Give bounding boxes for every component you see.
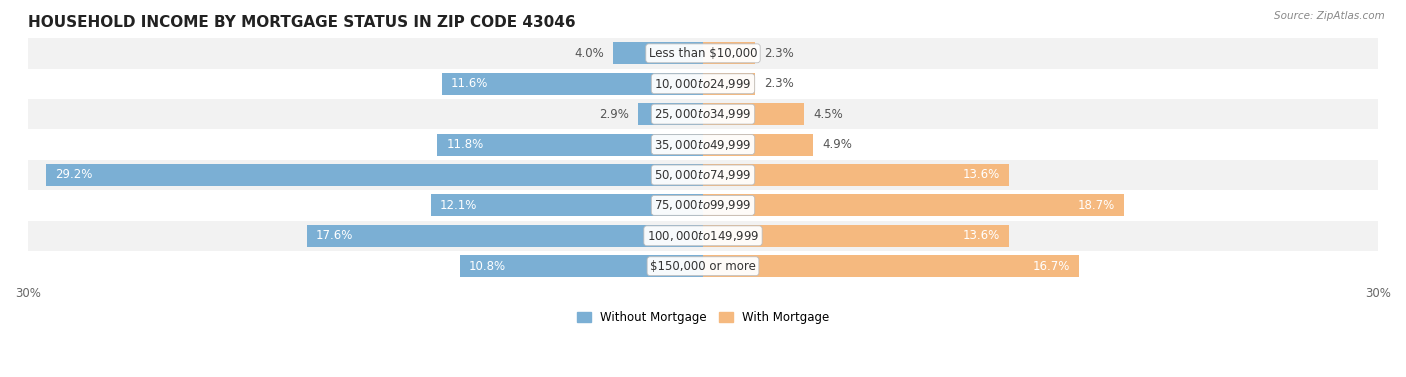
Legend: Without Mortgage, With Mortgage: Without Mortgage, With Mortgage [572,307,834,329]
Text: 4.0%: 4.0% [574,47,605,60]
Bar [703,195,1123,216]
Bar [703,133,813,155]
Text: $100,000 to $149,999: $100,000 to $149,999 [647,229,759,243]
Text: $50,000 to $74,999: $50,000 to $74,999 [654,168,752,182]
Bar [703,73,755,95]
Text: 13.6%: 13.6% [963,169,1000,181]
Text: 2.3%: 2.3% [763,47,793,60]
Text: 2.3%: 2.3% [763,77,793,90]
Text: 12.1%: 12.1% [440,199,477,212]
Bar [703,42,755,64]
Text: 16.7%: 16.7% [1032,260,1070,273]
Bar [613,42,703,64]
Bar [28,69,1378,99]
Text: 11.6%: 11.6% [451,77,488,90]
Bar [28,190,1378,221]
Text: 18.7%: 18.7% [1077,199,1115,212]
Text: 13.6%: 13.6% [963,229,1000,242]
Bar [307,225,703,247]
Bar [441,73,703,95]
Bar [28,251,1378,281]
Bar [46,164,703,186]
Bar [28,99,1378,129]
Bar [703,255,1078,277]
Text: Less than $10,000: Less than $10,000 [648,47,758,60]
Text: 29.2%: 29.2% [55,169,93,181]
Text: Source: ZipAtlas.com: Source: ZipAtlas.com [1274,11,1385,21]
Bar [703,164,1010,186]
Bar [430,195,703,216]
Bar [703,225,1010,247]
Bar [437,133,703,155]
Bar [28,129,1378,160]
Text: 11.8%: 11.8% [447,138,484,151]
Text: $10,000 to $24,999: $10,000 to $24,999 [654,77,752,91]
Text: HOUSEHOLD INCOME BY MORTGAGE STATUS IN ZIP CODE 43046: HOUSEHOLD INCOME BY MORTGAGE STATUS IN Z… [28,15,575,30]
Text: $75,000 to $99,999: $75,000 to $99,999 [654,198,752,212]
Bar [28,221,1378,251]
Text: 10.8%: 10.8% [470,260,506,273]
Text: 2.9%: 2.9% [599,108,628,121]
Text: 17.6%: 17.6% [316,229,353,242]
Bar [703,103,804,125]
Bar [638,103,703,125]
Text: $35,000 to $49,999: $35,000 to $49,999 [654,138,752,152]
Text: 4.5%: 4.5% [813,108,844,121]
Bar [460,255,703,277]
Text: $25,000 to $34,999: $25,000 to $34,999 [654,107,752,121]
Text: 4.9%: 4.9% [823,138,852,151]
Bar [28,38,1378,69]
Text: $150,000 or more: $150,000 or more [650,260,756,273]
Bar [28,160,1378,190]
